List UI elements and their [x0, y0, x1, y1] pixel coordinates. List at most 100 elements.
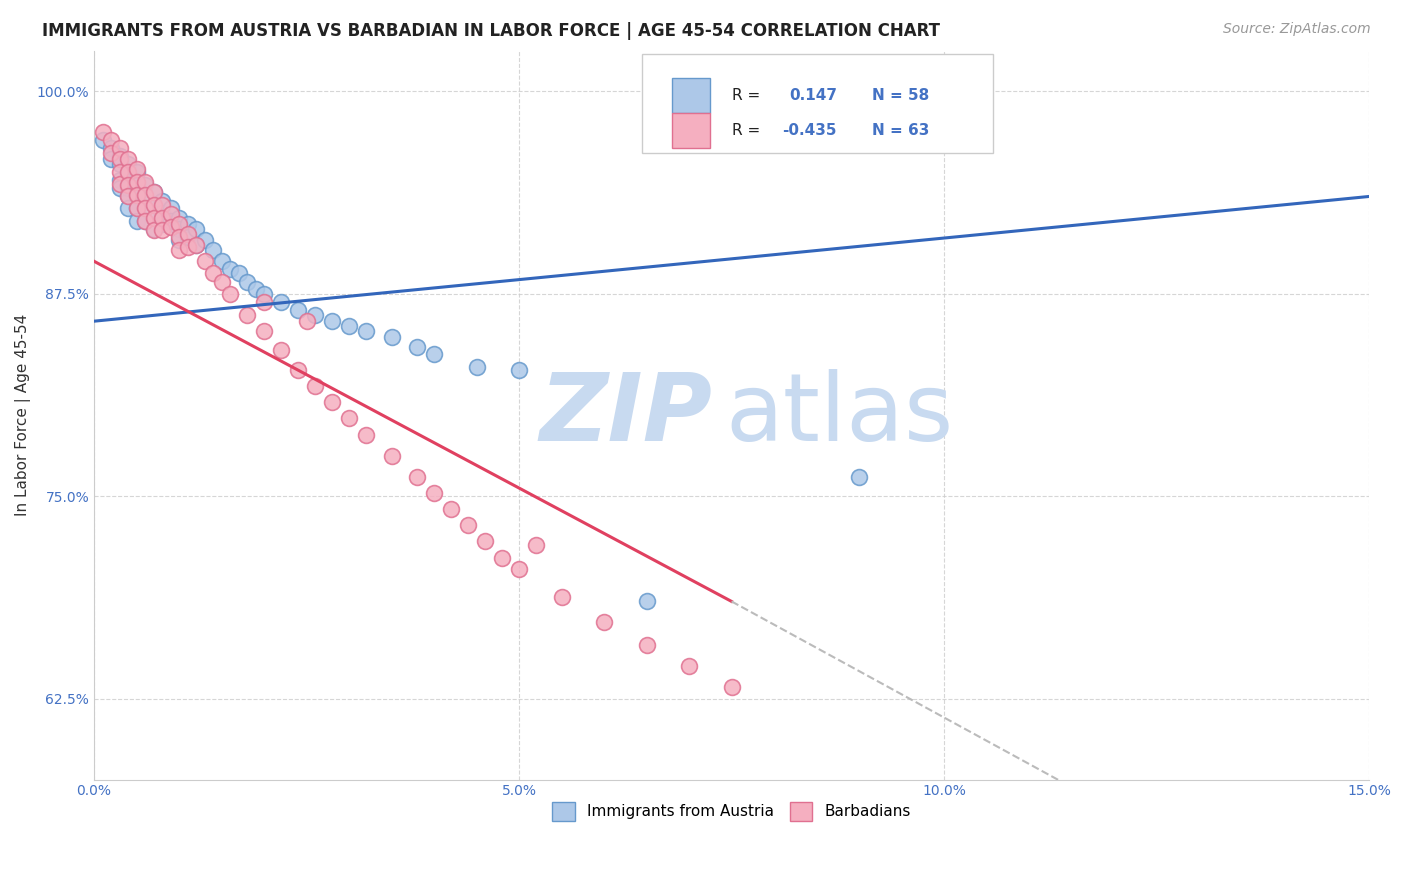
Point — [184, 238, 207, 252]
Point — [117, 178, 139, 193]
Point — [134, 213, 156, 227]
FancyBboxPatch shape — [643, 54, 993, 153]
Point — [211, 275, 233, 289]
Point — [159, 220, 181, 235]
Point — [125, 201, 148, 215]
Point — [270, 343, 292, 358]
Bar — [672, 78, 710, 112]
Point — [270, 294, 292, 309]
Point — [134, 213, 156, 227]
Point — [150, 197, 173, 211]
Point — [167, 230, 190, 244]
Point — [142, 222, 165, 236]
Point — [117, 152, 139, 166]
Point — [125, 213, 148, 227]
Text: IMMIGRANTS FROM AUSTRIA VS BARBADIAN IN LABOR FORCE | AGE 45-54 CORRELATION CHAR: IMMIGRANTS FROM AUSTRIA VS BARBADIAN IN … — [42, 22, 941, 40]
Point — [100, 141, 122, 155]
Point — [117, 189, 139, 203]
Point — [380, 330, 402, 344]
Point — [211, 254, 233, 268]
Point — [491, 550, 513, 565]
Point — [167, 233, 190, 247]
Point — [321, 314, 343, 328]
Point — [245, 282, 267, 296]
Point — [167, 217, 190, 231]
Point — [117, 189, 139, 203]
Text: -0.435: -0.435 — [783, 122, 837, 137]
Point — [406, 469, 429, 483]
Point — [134, 187, 156, 202]
Point — [134, 201, 156, 215]
Point — [219, 286, 242, 301]
Point — [508, 562, 530, 576]
Point — [108, 141, 131, 155]
Point — [142, 185, 165, 199]
Text: N = 58: N = 58 — [872, 87, 929, 103]
Point — [159, 201, 181, 215]
Point — [142, 211, 165, 225]
Point — [142, 197, 165, 211]
Point — [108, 177, 131, 191]
Point — [150, 205, 173, 219]
Point — [159, 213, 181, 227]
Point — [117, 181, 139, 195]
Point — [636, 594, 658, 608]
Point — [134, 178, 156, 193]
Point — [321, 395, 343, 409]
Point — [636, 638, 658, 652]
Point — [253, 286, 276, 301]
Point — [108, 152, 131, 166]
Point — [236, 275, 259, 289]
Point — [125, 189, 148, 203]
Point — [465, 359, 488, 374]
Point — [108, 157, 131, 171]
Text: R =: R = — [731, 87, 759, 103]
Point — [142, 185, 165, 199]
Point — [253, 324, 276, 338]
Point — [108, 165, 131, 179]
Point — [117, 165, 139, 179]
Point — [720, 680, 742, 694]
Text: Source: ZipAtlas.com: Source: ZipAtlas.com — [1223, 22, 1371, 37]
Text: ZIP: ZIP — [540, 369, 713, 461]
Point — [134, 201, 156, 215]
Point — [117, 169, 139, 183]
Point — [117, 201, 139, 215]
Point — [91, 133, 114, 147]
Text: 0.147: 0.147 — [789, 87, 837, 103]
Point — [184, 222, 207, 236]
Y-axis label: In Labor Force | Age 45-54: In Labor Force | Age 45-54 — [15, 314, 31, 516]
Point — [440, 502, 463, 516]
Point — [228, 266, 250, 280]
Bar — [672, 112, 710, 148]
Point — [508, 363, 530, 377]
Point — [354, 324, 377, 338]
Point — [848, 469, 870, 483]
Point — [304, 379, 326, 393]
Point — [337, 319, 360, 334]
Point — [125, 175, 148, 189]
Point — [150, 223, 173, 237]
Point — [593, 615, 616, 630]
Point — [253, 294, 276, 309]
Point — [142, 223, 165, 237]
Point — [142, 211, 165, 225]
Point — [167, 222, 190, 236]
Point — [202, 243, 225, 257]
Point — [295, 314, 318, 328]
Point — [678, 659, 700, 673]
Point — [167, 211, 190, 225]
Point — [193, 233, 215, 247]
Point — [150, 194, 173, 209]
Point — [100, 145, 122, 160]
Point — [108, 181, 131, 195]
Point — [304, 308, 326, 322]
Point — [423, 486, 446, 500]
Point — [159, 207, 181, 221]
Point — [100, 133, 122, 147]
Point — [176, 230, 198, 244]
Legend: Immigrants from Austria, Barbadians: Immigrants from Austria, Barbadians — [546, 796, 917, 827]
Point — [125, 165, 148, 179]
Text: R =: R = — [731, 122, 759, 137]
Point — [337, 411, 360, 425]
